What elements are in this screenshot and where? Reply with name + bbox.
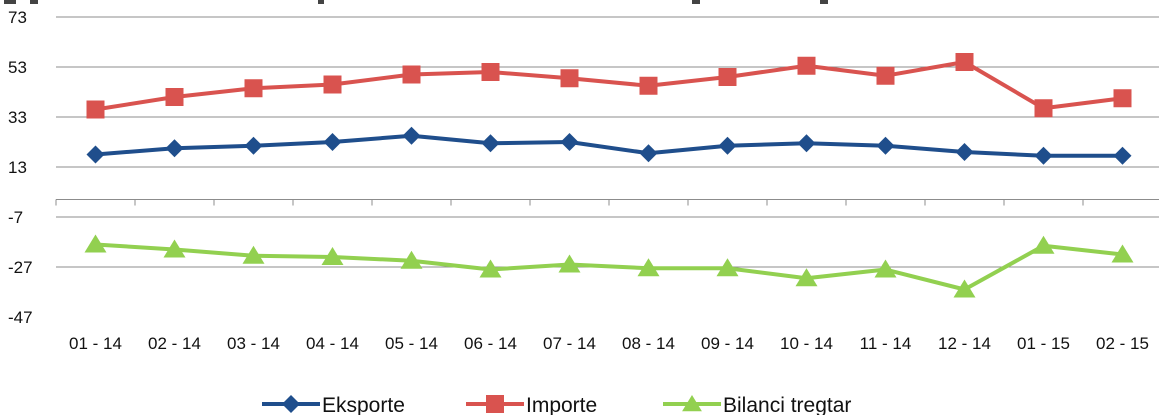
- data-point: [1032, 235, 1055, 254]
- data-point: [402, 65, 421, 84]
- x-tick-label: 01 - 15: [1017, 334, 1070, 353]
- y-tick-label: 13: [8, 158, 27, 177]
- data-point: [163, 239, 186, 258]
- data-point: [244, 79, 263, 98]
- title-fragment-mark: [318, 0, 324, 4]
- data-point: [481, 63, 500, 81]
- data-point: [481, 134, 500, 153]
- data-point: [558, 254, 581, 273]
- data-point: [1034, 146, 1053, 165]
- x-tick-label: 06 - 14: [464, 334, 517, 353]
- title-fragment-mark: [30, 0, 38, 4]
- data-point: [323, 75, 342, 94]
- x-tick-label: 01 - 14: [69, 334, 122, 353]
- x-tick-label: 11 - 14: [860, 334, 912, 353]
- series-line: [95, 60, 1123, 112]
- series-eksporte: [86, 126, 1132, 165]
- data-point: [639, 76, 658, 95]
- data-point: [1111, 244, 1134, 263]
- data-point: [165, 88, 184, 106]
- y-axis-tick-labels: 73 53 33 13 -7 -27 -47: [8, 8, 33, 327]
- legend-swatch-marker: [682, 395, 702, 412]
- title-fragment-mark: [820, 0, 828, 4]
- data-point: [874, 259, 897, 278]
- series-line: [95, 133, 1123, 158]
- legend-item-bilanci-tregtar[interactable]: Bilanci tregtar: [663, 394, 851, 415]
- data-point: [1113, 89, 1132, 108]
- data-point: [1034, 99, 1053, 118]
- data-point: [242, 245, 265, 264]
- legend[interactable]: Eksporte Importe Bilanci tregtar: [262, 394, 851, 415]
- legend-item-importe[interactable]: Importe: [466, 394, 597, 415]
- data-point: [84, 234, 107, 253]
- y-tick-label: -47: [8, 308, 33, 327]
- y-tick-label: 73: [8, 8, 27, 27]
- legend-swatch-marker: [282, 395, 300, 413]
- title-fragment-mark: [692, 0, 700, 4]
- data-point: [716, 258, 739, 277]
- data-point: [323, 133, 342, 151]
- title-fragment-mark: [4, 0, 16, 4]
- series-bilanci-tregtar: [84, 234, 1134, 298]
- x-tick-label: 03 - 14: [227, 334, 280, 353]
- data-point: [86, 100, 105, 119]
- legend-label: Importe: [526, 394, 597, 415]
- data-point: [718, 136, 737, 155]
- x-axis-tick-labels: 01 - 14 02 - 14 03 - 14 04 - 14 05 - 14 06 - …: [69, 334, 1149, 353]
- x-tick-label: 02 - 14: [148, 334, 201, 353]
- data-point: [639, 144, 658, 163]
- data-point: [165, 139, 184, 158]
- data-point: [560, 69, 579, 88]
- data-point: [718, 68, 737, 86]
- legend-item-eksporte[interactable]: Eksporte: [262, 394, 405, 415]
- x-tick-label: 02 - 15: [1096, 334, 1149, 353]
- x-tick-label: 09 - 14: [701, 334, 754, 353]
- data-point: [953, 279, 976, 298]
- data-point: [797, 56, 816, 75]
- data-point: [1113, 146, 1132, 165]
- x-tick-label: 08 - 14: [622, 334, 675, 353]
- x-tick-label: 10 - 14: [780, 334, 833, 353]
- x-tick-label: 12 - 14: [938, 334, 991, 353]
- x-tick-label: 07 - 14: [543, 334, 596, 353]
- chart-title-fragment: [4, 0, 828, 4]
- data-point: [637, 258, 660, 277]
- data-point: [400, 250, 423, 269]
- x-tick-label: 05 - 14: [385, 334, 438, 353]
- gridlines: [56, 16, 1159, 268]
- series-importe: [86, 53, 1132, 119]
- data-point: [321, 247, 344, 265]
- data-point: [876, 136, 895, 155]
- legend-label: Eksporte: [322, 394, 405, 415]
- series-line: [95, 242, 1123, 292]
- data-point: [876, 66, 895, 85]
- legend-swatch-marker: [486, 395, 504, 413]
- data-point: [402, 126, 421, 145]
- data-point: [797, 134, 816, 153]
- legend-label: Bilanci tregtar: [723, 394, 851, 415]
- data-point: [955, 53, 974, 71]
- data-point: [795, 268, 818, 287]
- series-lines: [84, 53, 1134, 298]
- x-tick-label: 04 - 14: [306, 334, 359, 353]
- x-axis: [55, 199, 1159, 206]
- y-tick-label: -27: [8, 258, 33, 277]
- y-tick-label: 33: [8, 108, 27, 127]
- data-point: [955, 143, 974, 161]
- y-tick-label: -7: [8, 208, 23, 227]
- data-point: [560, 133, 579, 151]
- data-point: [479, 259, 502, 278]
- y-tick-label: 53: [8, 58, 27, 77]
- data-point: [86, 145, 105, 164]
- data-point: [244, 136, 263, 155]
